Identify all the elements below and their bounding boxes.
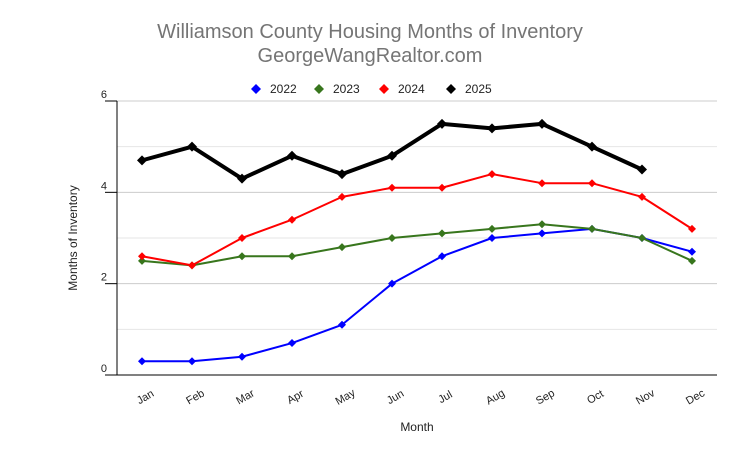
- data-point-2024: [188, 261, 196, 270]
- data-point-2024: [388, 183, 396, 192]
- data-point-2023: [488, 224, 496, 233]
- x-axis-label: Month: [400, 420, 433, 434]
- x-tick-label: Mar: [234, 387, 257, 407]
- legend-marker-2024: [379, 84, 389, 94]
- data-point-2023: [588, 224, 596, 233]
- x-tick-label: May: [334, 387, 358, 408]
- data-point-2025: [537, 118, 547, 129]
- series-line-2022: [142, 227, 693, 363]
- data-point-2025: [587, 141, 597, 152]
- data-point-2024: [338, 192, 346, 201]
- data-point-2025: [287, 150, 297, 161]
- data-point-2024: [438, 183, 446, 192]
- y-tick-label: 2: [101, 272, 107, 284]
- data-point-2022: [688, 247, 696, 256]
- x-tick-label: Jul: [436, 389, 454, 406]
- data-point-2024: [588, 179, 596, 188]
- y-tick-label: 6: [101, 89, 107, 101]
- data-point-2023: [638, 234, 646, 242]
- data-point-2023: [538, 220, 546, 229]
- legend-label-2022: 2022: [270, 82, 297, 96]
- data-point-2024: [288, 215, 296, 224]
- data-point-2023: [238, 252, 246, 261]
- data-point-2024: [138, 252, 146, 261]
- data-point-2022: [488, 234, 496, 242]
- data-point-2022: [188, 357, 196, 366]
- data-point-2025: [387, 150, 397, 161]
- legend-marker-2023: [314, 84, 324, 94]
- data-point-2025: [337, 169, 347, 180]
- data-point-2023: [138, 256, 146, 265]
- data-point-2025: [637, 164, 647, 175]
- legend-label-2025: 2025: [465, 82, 492, 96]
- chart-title: Williamson County Housing Months of Inve…: [157, 21, 583, 43]
- x-tick-label: Nov: [634, 387, 657, 407]
- data-point-2023: [388, 234, 396, 242]
- chart-subtitle: GeorgeWangRealtor.com: [258, 45, 483, 67]
- legend-marker-2025: [446, 84, 456, 94]
- data-point-2022: [538, 229, 546, 238]
- data-point-2023: [438, 229, 446, 238]
- data-point-2025: [187, 141, 197, 152]
- legend-label-2024: 2024: [398, 82, 425, 96]
- data-point-2022: [338, 320, 346, 329]
- series-line-2024: [141, 173, 693, 267]
- x-tick-label: Jan: [135, 388, 156, 407]
- data-point-2023: [338, 243, 346, 252]
- x-tick-label: Dec: [684, 387, 707, 407]
- x-tick-label: Aug: [484, 387, 507, 407]
- x-tick-label: Sep: [534, 387, 557, 407]
- x-tick-label: Jun: [385, 388, 406, 407]
- data-point-2025: [237, 173, 247, 184]
- x-tick-label: Feb: [184, 387, 206, 407]
- y-tick-label: 0: [101, 363, 107, 375]
- y-tick-label: 4: [101, 180, 107, 192]
- data-point-2022: [438, 252, 446, 261]
- series-line-2023: [141, 223, 693, 267]
- y-axis-label: Months of Inventory: [66, 185, 80, 290]
- data-point-2024: [538, 179, 546, 188]
- data-point-2023: [288, 252, 296, 261]
- x-tick-label: Oct: [585, 388, 606, 407]
- data-point-2024: [238, 234, 246, 242]
- data-point-2024: [688, 224, 696, 233]
- data-point-2025: [137, 155, 147, 166]
- data-point-2024: [488, 170, 496, 179]
- data-point-2023: [688, 256, 696, 265]
- data-point-2024: [638, 192, 646, 201]
- legend-label-2023: 2023: [333, 82, 360, 96]
- data-point-2022: [138, 357, 146, 366]
- data-point-2025: [487, 123, 497, 134]
- x-tick-label: Apr: [285, 388, 306, 407]
- data-point-2022: [238, 352, 246, 361]
- legend-marker-2022: [251, 84, 261, 94]
- data-point-2025: [437, 118, 447, 129]
- data-point-2022: [288, 339, 296, 348]
- data-point-2022: [388, 279, 396, 288]
